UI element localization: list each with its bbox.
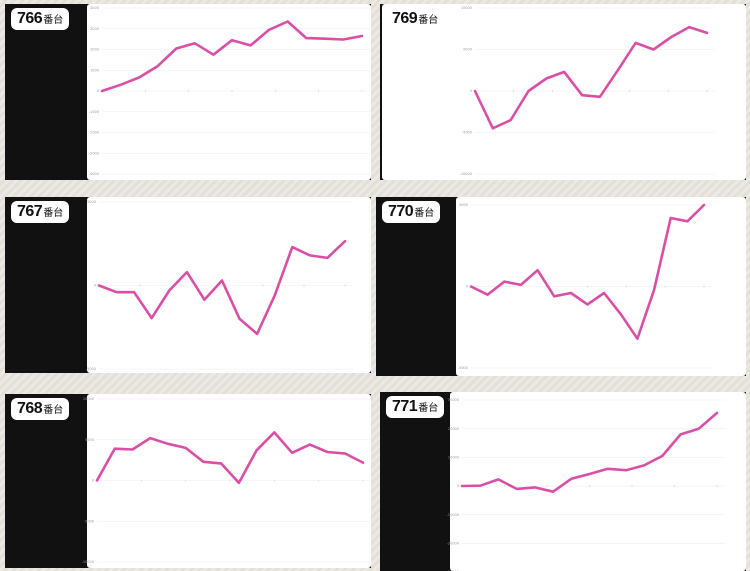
y-tick-label: -4000 — [89, 172, 99, 176]
y-tick-label: 0 — [94, 284, 96, 288]
y-tick-label: -2000 — [89, 131, 99, 135]
y-tick-label: 5000 — [463, 48, 472, 52]
y-tick-label: 0 — [92, 479, 94, 483]
machine-label: 768 番台 — [11, 398, 70, 420]
y-tick-label: -20000 — [447, 542, 459, 546]
y-tick-label: 1000 — [90, 68, 99, 72]
plot-area — [87, 394, 371, 568]
chart-panel-770: 5000 0 -5000 770 番台 — [376, 197, 746, 376]
machine-label: 770 番台 — [382, 201, 441, 223]
machine-label: 769 番台 — [386, 8, 445, 30]
series-line — [473, 25, 709, 130]
y-tick-label: 4000 — [90, 6, 99, 10]
chart-panel-769: 10000 5000 0 -5000 -10000 769 番台 — [380, 4, 746, 180]
y-tick-label: -10000 — [460, 172, 472, 176]
machine-label: 766 番台 — [11, 8, 70, 30]
y-tick-label: 3000 — [90, 27, 99, 31]
y-tick-label: 5000 — [85, 438, 94, 442]
series-line — [100, 20, 364, 93]
machine-number: 766 — [17, 10, 43, 27]
series-line — [469, 203, 706, 340]
machine-label: 767 番台 — [11, 201, 70, 223]
y-tick-label: 0 — [470, 89, 472, 93]
y-tick-label: -5000 — [458, 366, 468, 370]
machine-number: 767 — [17, 203, 43, 220]
chart-panel-767: 5000 0 -5000 767 番台 — [5, 197, 371, 373]
series-line — [460, 411, 719, 493]
y-tick-label: -5000 — [84, 519, 94, 523]
y-tick-label: 10000 — [461, 6, 472, 10]
series-line — [95, 431, 365, 485]
y-tick-label: -10000 — [447, 513, 459, 517]
y-tick-label: 0 — [97, 89, 99, 93]
line-chart: 10000 5000 0 -5000 -10000 — [460, 6, 715, 176]
machine-suffix: 番台 — [43, 405, 64, 416]
machine-suffix: 番台 — [414, 208, 435, 219]
line-chart: 5000 0 -5000 — [86, 200, 353, 371]
y-tick-label: 2000 — [90, 48, 99, 52]
chart-panel-768: 10000 5000 0 -5000 -10000 768 番台 — [5, 394, 371, 568]
machine-suffix: 番台 — [43, 208, 64, 219]
machine-number: 768 — [17, 400, 43, 417]
machine-suffix: 番台 — [418, 15, 439, 26]
machine-number: 770 — [388, 203, 414, 220]
line-chart: 10000 5000 0 -5000 -10000 — [82, 397, 371, 564]
machine-suffix: 番台 — [418, 403, 439, 414]
machine-label: 771 番台 — [386, 396, 445, 418]
y-tick-label: 10000 — [448, 456, 459, 460]
machine-suffix: 番台 — [43, 15, 64, 26]
y-tick-label: 30000 — [448, 398, 459, 402]
line-chart: 5000 0 -5000 — [458, 203, 712, 370]
y-tick-label: 5000 — [87, 200, 96, 204]
y-tick-label: 0 — [466, 285, 468, 289]
line-chart: 4000 3000 2000 1000 0 -1000 -2000 -3000 -4000 — [89, 6, 370, 176]
plot-area — [450, 392, 746, 571]
y-tick-label: -3000 — [89, 151, 99, 155]
machine-number: 769 — [392, 10, 418, 27]
chart-panel-766: 4000 3000 2000 1000 0 -1000 -2000 -3000 -4000 76… — [5, 4, 371, 180]
y-tick-label: -5000 — [462, 131, 472, 135]
y-tick-label: 0 — [457, 484, 459, 488]
y-tick-label: 10000 — [83, 397, 94, 401]
plot-area — [87, 4, 371, 180]
plot-area — [382, 4, 746, 180]
y-tick-label: -5000 — [86, 367, 96, 371]
y-tick-label: -1000 — [89, 110, 99, 114]
machine-number: 771 — [392, 398, 418, 415]
plot-area — [87, 197, 371, 373]
y-tick-label: 5000 — [459, 203, 468, 207]
y-tick-label: -10000 — [82, 560, 94, 564]
series-line — [97, 239, 347, 336]
y-tick-label: 20000 — [448, 427, 459, 431]
